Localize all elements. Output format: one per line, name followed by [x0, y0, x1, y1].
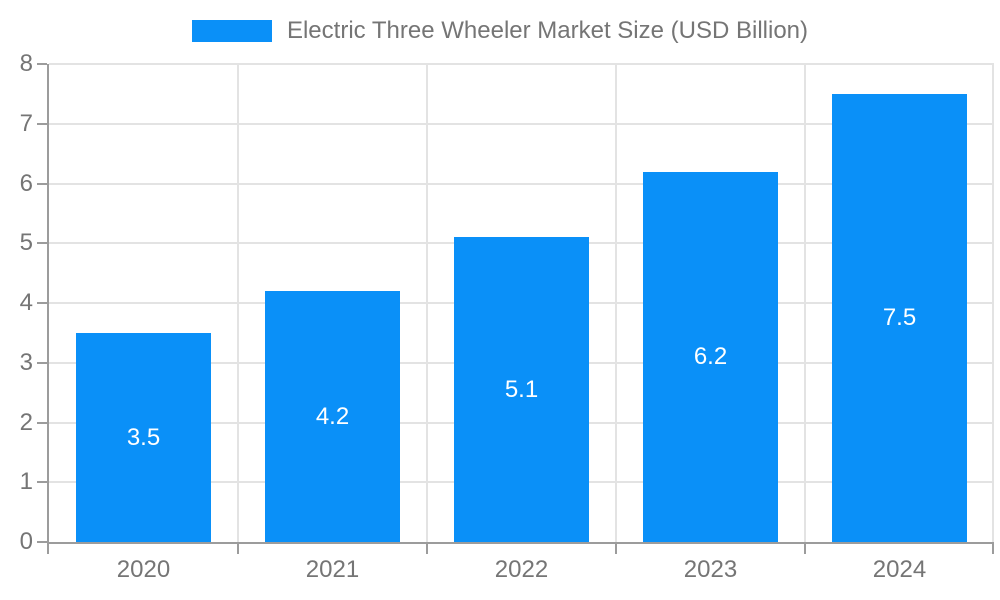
bar-value-label: 4.2 — [315, 402, 350, 430]
plot-area: 0 1 2 3 4 5 6 7 8 3.5 2020 4.2 2021 5.1 2022 6.2 2023 7.5… — [20, 52, 994, 582]
y-axis-tick — [37, 242, 47, 245]
bar-value-label: 6.2 — [693, 343, 728, 370]
y-axis-tick-label: 6 — [19, 169, 33, 197]
x-axis-tick — [615, 544, 617, 554]
x-axis-label-2022: 2022 — [494, 556, 549, 583]
y-gridline — [49, 122, 994, 125]
x-gridline — [804, 64, 806, 542]
bar-value-label: 3.5 — [126, 423, 161, 451]
legend-series-label: Electric Three Wheeler Market Size (USD … — [286, 17, 809, 44]
y-axis-tick-label: 7 — [19, 109, 33, 137]
y-axis-tick-label: 5 — [19, 229, 33, 257]
bar-2020: 3.5 — [76, 333, 211, 542]
y-axis-tick-label: 3 — [19, 348, 33, 376]
x-axis-label-2021: 2021 — [305, 556, 360, 583]
x-axis-label-2023: 2023 — [683, 556, 738, 583]
y-axis-tick — [37, 421, 47, 424]
x-gridline — [426, 64, 428, 542]
y-axis-tick — [37, 541, 47, 543]
x-axis-tick — [804, 544, 806, 554]
y-axis-tick-label: 4 — [19, 289, 33, 316]
y-axis-tick — [37, 122, 47, 125]
x-axis-tick — [992, 544, 994, 554]
x-gridline — [992, 64, 994, 542]
y-axis-tick — [37, 63, 47, 65]
y-axis-tick-label: 8 — [19, 50, 33, 77]
bar-2022: 5.1 — [454, 237, 589, 542]
x-axis-tick — [237, 544, 239, 554]
y-axis-tick-label: 0 — [19, 528, 33, 555]
y-axis-tick — [37, 361, 47, 364]
x-axis-label-2020: 2020 — [116, 556, 171, 583]
y-axis-tick-label: 2 — [19, 408, 33, 436]
bar-value-label: 7.5 — [882, 304, 917, 331]
y-axis-tick — [37, 481, 47, 484]
x-gridline — [237, 64, 239, 542]
bar-2023: 6.2 — [643, 172, 778, 542]
y-axis-tick-label: 1 — [19, 468, 33, 496]
bar-2024: 7.5 — [832, 94, 967, 542]
bar-2021: 4.2 — [265, 291, 400, 542]
y-gridline — [49, 63, 994, 65]
y-axis-tick — [37, 302, 47, 304]
x-axis-tick — [426, 544, 428, 554]
bar-value-label: 5.1 — [504, 375, 539, 403]
x-gridline — [615, 64, 617, 542]
y-axis-tick — [37, 182, 47, 185]
x-axis-label-2024: 2024 — [872, 556, 927, 583]
chart-legend: Electric Three Wheeler Market Size (USD … — [0, 18, 1000, 44]
y-gridline — [49, 182, 994, 185]
x-axis-tick — [47, 544, 49, 554]
legend-swatch — [191, 20, 272, 42]
